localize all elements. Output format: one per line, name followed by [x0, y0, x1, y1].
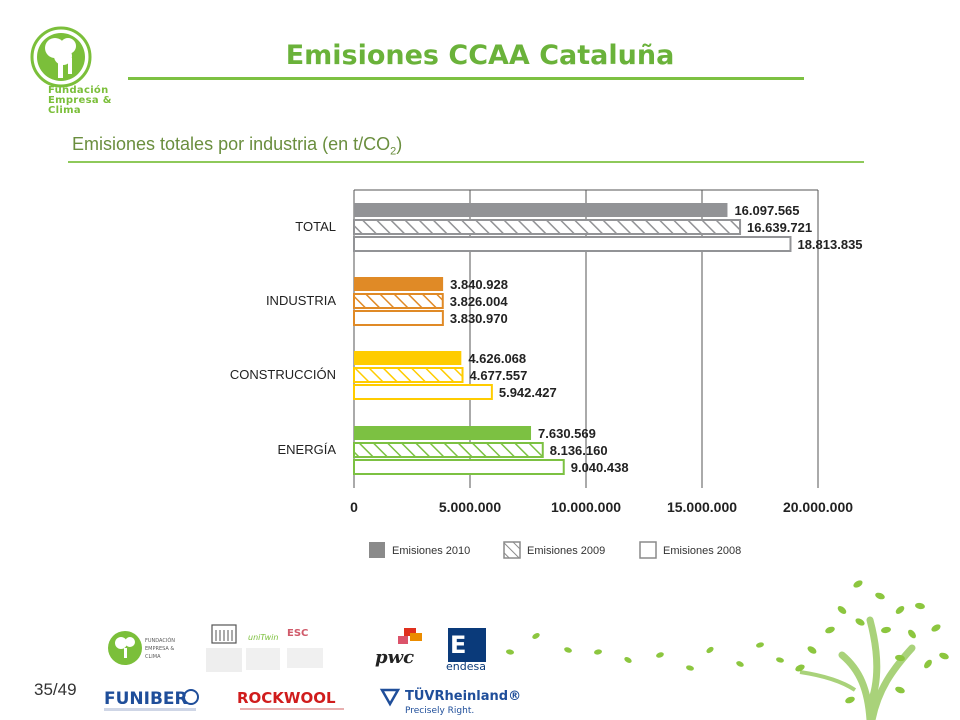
page-number: 35/49 — [34, 680, 77, 699]
bar-total-emisiones-2008 — [353, 236, 792, 252]
sponsor-fundacion-logo-icon: FUNDACIÓN EMPRESA & CLIMA — [108, 631, 175, 665]
data-label: 16.097.565 — [734, 203, 799, 218]
x-tick-label: 15.000.000 — [667, 499, 737, 515]
x-tick-label: 10.000.000 — [551, 499, 621, 515]
bar-industria-emisiones-2010 — [354, 277, 444, 291]
legend-label: Emisiones 2009 — [527, 545, 605, 557]
subtitle-close: ) — [396, 134, 403, 154]
data-label: 16.639.721 — [747, 220, 812, 235]
unitwin-logo-icon: uniTwin ESC — [246, 628, 323, 670]
bar-industria-emisiones-2009 — [353, 293, 444, 309]
bar-industria-emisiones-2008 — [353, 310, 444, 326]
data-label: 9.040.438 — [571, 460, 629, 475]
bar-energía-emisiones-2009 — [353, 442, 544, 458]
data-label: 5.942.427 — [499, 385, 557, 400]
legend-swatch — [503, 541, 521, 559]
rockwool-logo-icon: ROCKWOOL — [237, 689, 344, 710]
svg-text:EMPRESA &: EMPRESA & — [145, 646, 174, 652]
data-label: 4.626.068 — [468, 351, 526, 366]
svg-text:E: E — [450, 631, 466, 659]
legend-label: Emisiones 2010 — [392, 545, 470, 557]
subtitle-text: Emisiones totales por industria (en t/CO — [72, 134, 391, 154]
data-label: 8.136.160 — [550, 443, 608, 458]
fundacion-logo-icon — [30, 26, 92, 88]
logo-line-2: Empresa & — [48, 95, 112, 106]
x-tick-label: 20.000.000 — [783, 499, 853, 515]
x-tick-label: 0 — [350, 499, 358, 515]
title-divider — [128, 77, 804, 80]
chart-subtitle: Emisiones totales por industria (en t/CO… — [72, 134, 402, 158]
data-label: 3.826.004 — [450, 294, 509, 309]
sponsor-endesa: endesa — [446, 660, 486, 673]
legend-swatch — [639, 541, 657, 559]
legend-swatch — [369, 542, 385, 558]
category-label: CONSTRUCCIÓN — [230, 367, 336, 382]
bar-total-emisiones-2010 — [354, 203, 728, 217]
svg-text:FUNDACIÓN: FUNDACIÓN — [145, 637, 175, 644]
pwc-logo-icon: pwc — [375, 628, 422, 668]
x-tick-label: 5.000.000 — [439, 499, 501, 515]
legend-label: Emisiones 2008 — [663, 545, 741, 557]
bar-total-emisiones-2009 — [353, 219, 742, 235]
bar-construcción-emisiones-2009 — [353, 367, 464, 383]
logo-line-3: Clima — [48, 105, 81, 116]
bar-construcción-emisiones-2010 — [354, 351, 462, 365]
bar-energía-emisiones-2008 — [353, 459, 565, 475]
data-label: 18.813.835 — [797, 237, 862, 252]
category-label: INDUSTRIA — [266, 293, 336, 308]
page-title: Emisiones CCAA Cataluña — [285, 40, 675, 71]
unesco-logo-icon — [206, 624, 242, 672]
category-label: ENERGÍA — [277, 442, 336, 457]
bar-construcción-emisiones-2008 — [353, 384, 493, 400]
category-label: TOTAL — [295, 219, 336, 234]
emissions-bar-chart: 0 5.000.000 10.000.000 15.000.000 20.000.000… — [230, 189, 863, 559]
data-label: 7.630.569 — [538, 426, 596, 441]
endesa-logo-icon: E endesa — [446, 628, 486, 673]
data-label: 4.677.557 — [470, 368, 528, 383]
funiber-logo-icon: FUNIBER — [104, 689, 199, 711]
data-label: 3.830.970 — [450, 311, 508, 326]
svg-text:ESC: ESC — [287, 628, 308, 639]
logo-text: Fundación Empresa & Clima — [48, 86, 112, 116]
sponsor-unitwin: uniTwin — [248, 633, 278, 642]
logo-line-1: Fundación — [48, 85, 109, 96]
tuv-logo-icon: TÜVRheinland® Precisely Right. — [379, 688, 521, 716]
subtitle-divider — [68, 161, 864, 163]
data-label: 3.840.928 — [450, 277, 508, 292]
sponsor-rockwool: ROCKWOOL — [237, 689, 336, 707]
sponsor-tuv: TÜVRheinland® — [405, 688, 521, 704]
sponsor-pwc: pwc — [375, 647, 414, 668]
bar-energía-emisiones-2010 — [354, 426, 532, 440]
subtitle-subscript: 2 — [390, 145, 397, 158]
sponsor-funiber: FUNIBER — [104, 689, 188, 709]
sponsor-tuv-tagline: Precisely Right. — [405, 706, 474, 716]
tree-icon — [506, 580, 949, 720]
svg-text:CLIMA: CLIMA — [145, 654, 161, 660]
